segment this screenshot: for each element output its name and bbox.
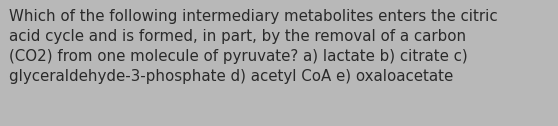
Text: Which of the following intermediary metabolites enters the citric
acid cycle and: Which of the following intermediary meta… bbox=[9, 9, 498, 84]
